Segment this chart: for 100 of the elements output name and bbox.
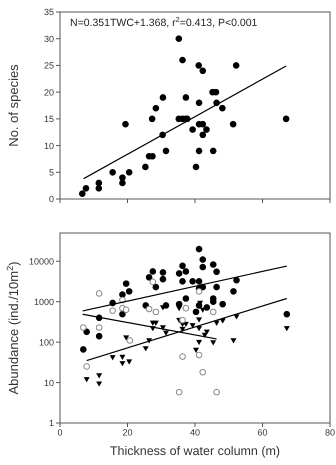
point [96, 185, 102, 192]
point [233, 276, 240, 284]
y-tick-label: 10 [44, 140, 54, 151]
point [176, 306, 182, 312]
point [119, 180, 126, 186]
point [109, 168, 116, 176]
point [192, 308, 200, 316]
x-tick-label: 80 [324, 427, 336, 438]
point [150, 278, 156, 286]
y-tick-label: 0 [48, 194, 54, 204]
y-tick-label: 100 [38, 337, 54, 348]
point [119, 310, 126, 318]
point [176, 35, 182, 42]
point [203, 126, 210, 133]
point [193, 348, 200, 353]
point [189, 126, 196, 133]
point [123, 335, 130, 341]
point [146, 274, 152, 281]
y-tick-label: 1000 [34, 296, 54, 307]
y-tick-label: 5 [48, 167, 54, 178]
point [204, 330, 210, 335]
y-tick-label: 10000 [28, 256, 54, 266]
point [176, 388, 182, 396]
point [282, 116, 290, 122]
point [162, 330, 169, 336]
point [83, 363, 90, 370]
y-tick-label: 25 [44, 60, 54, 71]
point [196, 317, 202, 323]
point [176, 270, 182, 277]
point [152, 284, 160, 290]
point [196, 148, 202, 154]
point [96, 381, 102, 387]
y-tick-label: 1 [48, 418, 54, 428]
point [219, 300, 226, 308]
point [119, 361, 126, 366]
point [109, 307, 116, 314]
point [230, 288, 237, 295]
point [152, 104, 160, 112]
point [96, 373, 102, 378]
annotation: N=0.351TWC+1.368, r$^{2}$=0.413, P<0.001 [70, 14, 258, 29]
point [190, 323, 196, 328]
y-tick-label: 30 [44, 34, 54, 44]
point [196, 340, 202, 346]
point [196, 288, 202, 295]
point [96, 290, 102, 297]
point [146, 306, 152, 312]
point [213, 268, 220, 276]
point [284, 310, 290, 318]
y-tick-label: 10 [44, 378, 54, 388]
y-tick-label: 15 [44, 114, 54, 124]
point [96, 180, 102, 186]
point [142, 346, 149, 352]
point [119, 291, 126, 298]
point [179, 56, 186, 64]
point [232, 62, 240, 69]
point [179, 262, 186, 270]
point [189, 278, 196, 285]
point [213, 284, 220, 290]
point [199, 264, 206, 270]
point [142, 164, 149, 170]
y-axis-title: No. of species [6, 64, 21, 147]
point [179, 353, 186, 360]
point [199, 256, 206, 263]
x-axis-title: Thickness of water column (m) [110, 444, 280, 458]
point [96, 324, 102, 331]
point [83, 328, 90, 336]
x-tick-label: 60 [257, 427, 268, 438]
point [196, 278, 202, 285]
x-tick-label: 20 [122, 427, 133, 438]
point [199, 368, 206, 376]
point [82, 185, 90, 192]
point [148, 116, 156, 122]
point [152, 308, 160, 316]
point [199, 132, 206, 138]
point [80, 346, 87, 353]
point [160, 276, 166, 283]
point [210, 148, 217, 154]
y-tick-label: 35 [44, 7, 54, 18]
point [204, 304, 210, 311]
point [162, 148, 170, 154]
point [199, 67, 206, 74]
point [219, 104, 226, 112]
point [210, 340, 216, 346]
point [110, 355, 116, 360]
x-tick-label: 0 [57, 427, 63, 438]
point [80, 324, 87, 331]
point [119, 354, 126, 360]
point [126, 359, 132, 365]
point [150, 268, 156, 275]
point [182, 94, 190, 101]
point [196, 246, 202, 252]
point [210, 308, 217, 316]
point [96, 332, 102, 340]
point [213, 388, 220, 396]
point [284, 326, 290, 332]
point [179, 278, 186, 285]
point [182, 268, 190, 275]
point [179, 316, 186, 324]
point [78, 190, 86, 197]
point [192, 164, 200, 170]
